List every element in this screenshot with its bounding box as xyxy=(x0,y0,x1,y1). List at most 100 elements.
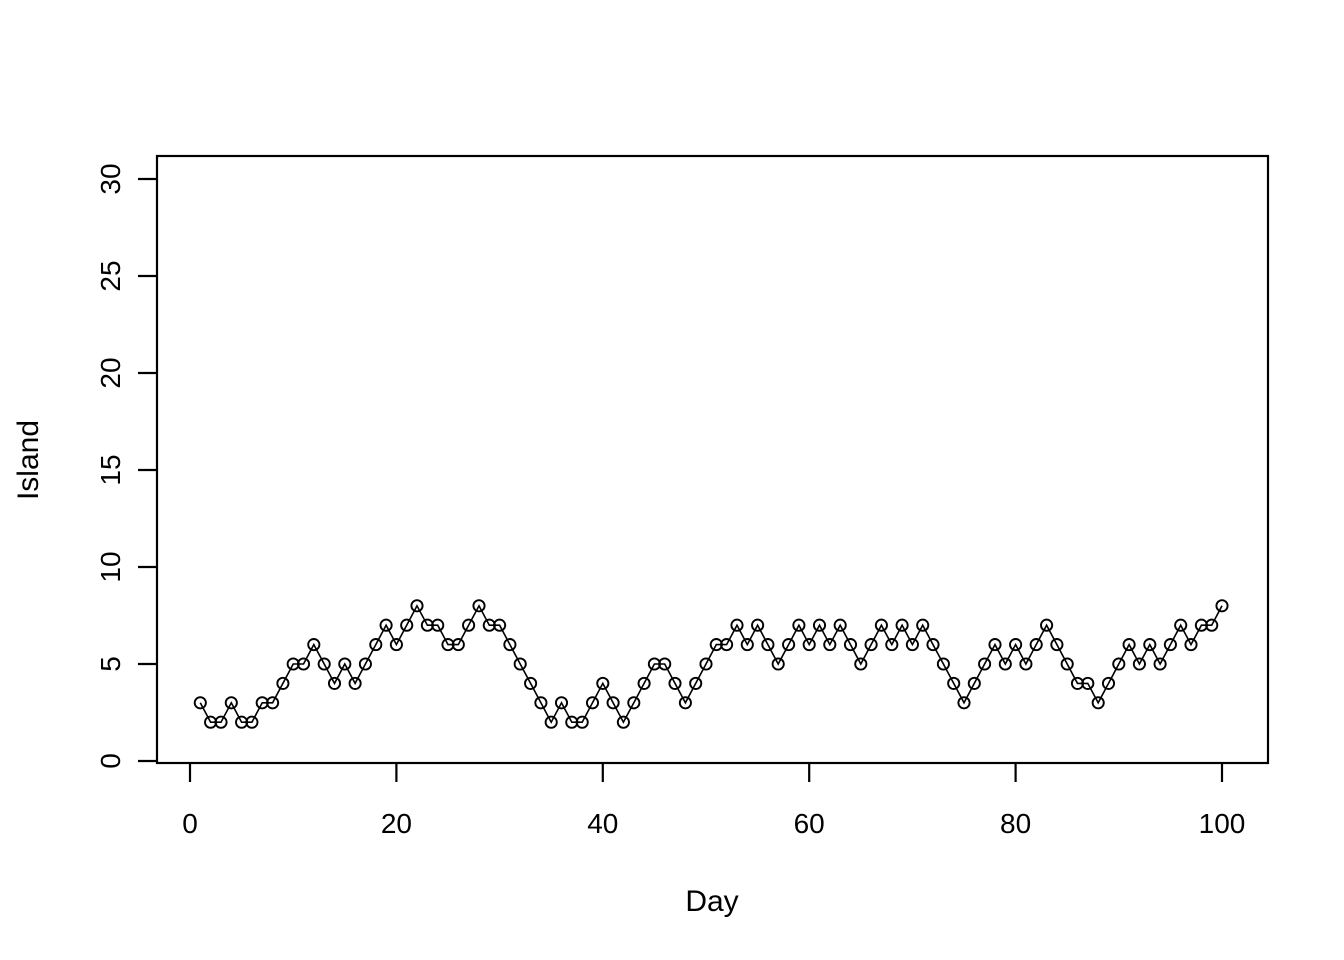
data-point xyxy=(1184,638,1198,652)
y-tick-label: 10 xyxy=(95,551,126,582)
data-point xyxy=(1174,618,1188,632)
data-point xyxy=(503,638,517,652)
data-point xyxy=(689,676,703,690)
y-tick-label: 0 xyxy=(95,753,126,769)
x-axis-ticks: 0 20 40 60 80 100 xyxy=(182,763,1245,839)
data-point xyxy=(730,618,744,632)
y-tick-label: 5 xyxy=(95,656,126,672)
data-point xyxy=(296,657,311,671)
x-tick-label: 80 xyxy=(1000,808,1031,839)
data-point xyxy=(451,638,465,652)
data-point xyxy=(637,676,651,690)
data-point xyxy=(410,599,424,613)
x-tick-label: 60 xyxy=(794,808,825,839)
data-point xyxy=(668,676,682,690)
data-point xyxy=(751,618,765,632)
data-point xyxy=(957,696,971,710)
data-point xyxy=(1153,657,1167,671)
data-point xyxy=(874,618,888,632)
data-point xyxy=(792,618,806,632)
data-point xyxy=(616,715,630,729)
data-series xyxy=(193,599,1229,729)
data-point xyxy=(833,618,847,632)
data-point xyxy=(307,638,321,652)
y-axis-title: Island xyxy=(12,420,45,500)
data-point xyxy=(678,696,692,710)
data-point xyxy=(524,676,538,690)
data-point xyxy=(606,696,620,710)
data-point xyxy=(627,696,641,710)
x-tick-label: 40 xyxy=(587,808,618,839)
data-point xyxy=(926,638,940,652)
data-point xyxy=(823,638,837,652)
data-point xyxy=(338,657,352,671)
x-tick-label: 100 xyxy=(1199,808,1246,839)
data-point xyxy=(658,657,672,671)
data-point xyxy=(1060,657,1074,671)
data-point xyxy=(348,676,362,690)
data-point xyxy=(905,638,919,652)
y-axis-ticks: 0 5 10 15 20 25 30 xyxy=(95,163,157,769)
data-point xyxy=(988,638,1002,652)
data-point xyxy=(1132,657,1146,671)
data-point xyxy=(1205,618,1219,632)
x-tick-label: 20 xyxy=(381,808,412,839)
y-tick-label: 30 xyxy=(95,163,126,194)
data-point xyxy=(379,618,393,632)
y-tick-label: 20 xyxy=(95,357,126,388)
data-point xyxy=(462,618,476,632)
data-point xyxy=(585,696,600,710)
data-point xyxy=(1050,638,1064,652)
data-point xyxy=(554,696,569,710)
data-point xyxy=(1163,638,1177,652)
data-point xyxy=(266,696,280,710)
data-point xyxy=(947,676,961,690)
data-point xyxy=(802,638,816,652)
data-point xyxy=(854,657,868,671)
data-point xyxy=(1019,657,1033,671)
data-point xyxy=(812,618,827,632)
data-point xyxy=(843,638,858,652)
data-point xyxy=(1101,676,1116,690)
data-point xyxy=(544,715,558,729)
data-point xyxy=(740,638,754,652)
data-point xyxy=(369,638,383,652)
data-point xyxy=(245,715,259,729)
data-point xyxy=(916,618,930,632)
data-point xyxy=(575,715,589,729)
data-point xyxy=(513,657,527,671)
data-point xyxy=(431,618,445,632)
data-point xyxy=(472,599,486,613)
plot-box xyxy=(155,154,1270,765)
data-point xyxy=(978,657,992,671)
y-tick-label: 25 xyxy=(95,260,126,291)
data-point xyxy=(493,618,507,632)
x-tick-label: 0 xyxy=(182,808,198,839)
data-point xyxy=(771,657,785,671)
data-point xyxy=(596,676,610,690)
data-point xyxy=(895,618,909,632)
data-point xyxy=(1009,638,1023,652)
data-point xyxy=(1143,638,1157,652)
data-point xyxy=(1081,676,1095,690)
data-point xyxy=(761,638,775,652)
series-line xyxy=(199,604,1223,724)
data-point xyxy=(214,715,228,729)
data-point xyxy=(224,696,238,710)
data-point xyxy=(193,696,207,710)
data-point xyxy=(936,657,950,671)
data-point xyxy=(1215,599,1229,613)
data-point xyxy=(864,638,878,652)
data-point xyxy=(782,638,796,652)
y-tick-label: 15 xyxy=(95,454,126,485)
x-axis-title: Day xyxy=(685,885,738,918)
data-point xyxy=(276,676,290,690)
data-point xyxy=(885,638,899,652)
data-point xyxy=(720,638,734,652)
data-point xyxy=(1122,638,1136,652)
data-point xyxy=(1091,696,1105,710)
data-point xyxy=(1112,657,1126,671)
data-point xyxy=(534,696,548,710)
